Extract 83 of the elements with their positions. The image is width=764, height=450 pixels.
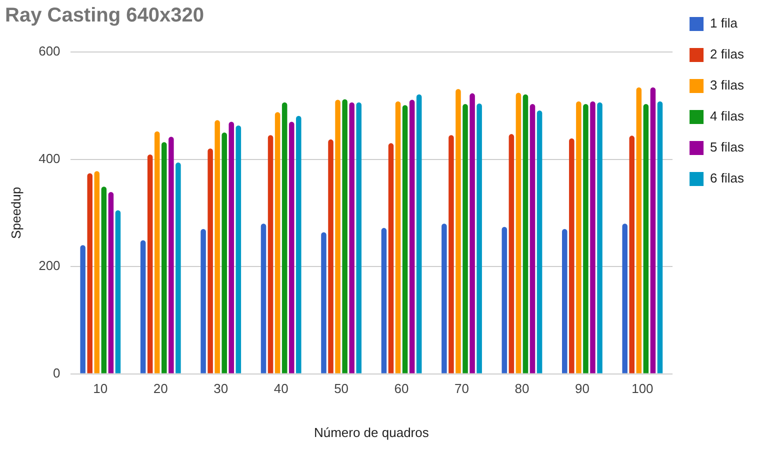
bar	[583, 104, 588, 374]
bar	[590, 101, 596, 374]
chart-title: Ray Casting 640x320	[5, 4, 204, 27]
legend-label: 6 filas	[710, 170, 744, 186]
bar	[321, 232, 326, 374]
legend-label: 4 filas	[710, 108, 744, 124]
bar	[268, 135, 274, 374]
bar	[409, 100, 415, 374]
bar	[208, 148, 213, 374]
x-tick-label: 100	[632, 381, 654, 396]
bar	[597, 102, 602, 374]
bar	[462, 104, 468, 374]
x-tick-label: 50	[334, 381, 349, 396]
bar	[442, 224, 447, 374]
y-tick-label: 200	[38, 258, 60, 274]
bar	[288, 122, 294, 374]
bar	[356, 102, 362, 374]
bar	[636, 87, 642, 374]
bar	[416, 94, 422, 374]
bar	[476, 103, 482, 374]
bar	[622, 224, 628, 374]
bar	[402, 105, 408, 374]
x-tick-label: 80	[514, 381, 530, 396]
bar	[154, 131, 160, 374]
bar	[168, 136, 174, 374]
bar	[222, 132, 227, 374]
bar	[214, 120, 220, 374]
x-tick-label: 60	[394, 381, 409, 396]
bar	[569, 138, 574, 374]
y-tick-label: 400	[38, 150, 60, 166]
bar	[296, 116, 302, 374]
bar	[260, 224, 266, 374]
legend-label: 2 filas	[710, 46, 744, 62]
bar	[87, 173, 92, 374]
bar	[342, 99, 348, 374]
legend-label: 3 filas	[710, 78, 744, 93]
bar	[562, 228, 568, 374]
bar	[147, 154, 153, 374]
bar	[388, 143, 394, 374]
bar	[381, 228, 387, 374]
bar	[536, 110, 542, 374]
bar	[522, 94, 528, 374]
bar	[162, 142, 167, 374]
y-tick-label: 0	[53, 365, 60, 380]
bar	[140, 240, 146, 374]
bar	[657, 101, 663, 374]
bar	[335, 100, 340, 374]
legend-label: 1 fila	[710, 16, 738, 31]
x-tick-label: 70	[454, 381, 469, 396]
bar	[274, 112, 280, 374]
bar	[94, 171, 100, 374]
bar	[328, 139, 334, 374]
bar	[395, 101, 401, 374]
bar	[643, 104, 649, 374]
bar	[516, 92, 522, 374]
bar	[508, 134, 514, 374]
bar	[200, 228, 206, 374]
y-tick-label: 600	[38, 44, 60, 59]
bar	[236, 125, 242, 374]
bar	[108, 192, 114, 374]
bar	[576, 101, 582, 374]
y-axis-title: Speedup	[8, 186, 24, 239]
bar	[456, 89, 461, 374]
bar	[629, 136, 635, 374]
x-axis-title: Número de quadros	[314, 424, 430, 440]
x-tick-label: 40	[274, 381, 288, 396]
bar	[650, 87, 656, 374]
bar	[282, 102, 288, 374]
x-tick-label: 20	[153, 381, 168, 396]
bar	[502, 226, 508, 374]
legend-label: 5 filas	[710, 140, 744, 155]
bar	[115, 210, 121, 374]
bar	[470, 93, 475, 374]
bar	[80, 245, 86, 374]
bar	[349, 102, 354, 374]
x-tick-label: 10	[93, 381, 108, 396]
bar	[530, 104, 536, 374]
bar	[228, 122, 234, 374]
bar	[176, 162, 181, 374]
x-tick-label: 90	[574, 381, 590, 396]
x-tick-label: 30	[214, 381, 228, 396]
bar	[448, 135, 454, 374]
bar	[101, 186, 107, 374]
